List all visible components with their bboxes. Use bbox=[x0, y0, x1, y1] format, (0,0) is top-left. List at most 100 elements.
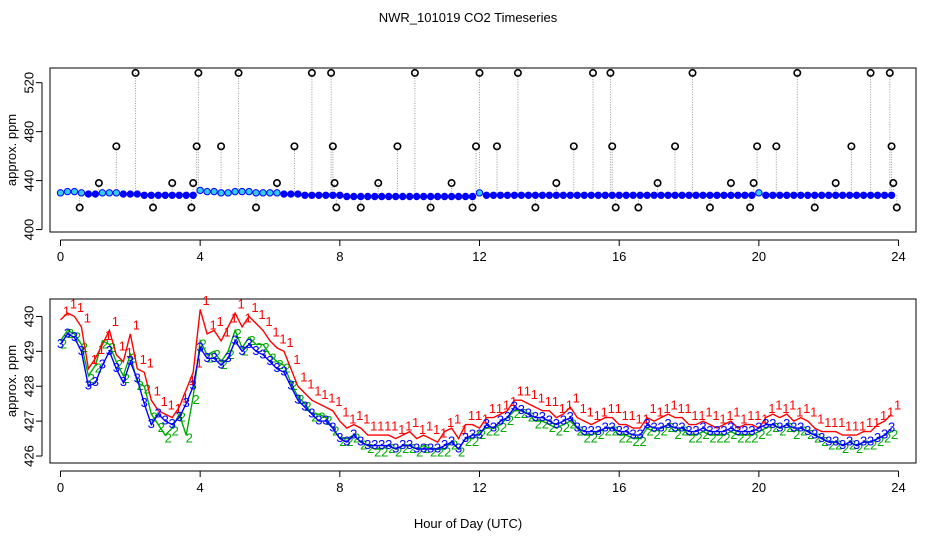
baseline-point bbox=[426, 192, 435, 201]
series-1-marker: 1 bbox=[803, 401, 810, 416]
series-2-marker: 2 bbox=[214, 347, 221, 362]
series-3-marker: 3 bbox=[357, 434, 364, 449]
series-3-marker: 3 bbox=[148, 416, 155, 431]
series-3-marker: 3 bbox=[448, 434, 455, 449]
baseline-point bbox=[685, 191, 693, 199]
series-2-marker: 2 bbox=[765, 424, 772, 439]
spike-point bbox=[290, 142, 299, 151]
baseline-point bbox=[433, 192, 442, 201]
series-2-marker: 2 bbox=[856, 441, 863, 456]
baseline-point bbox=[182, 191, 190, 199]
series-3-marker: 3 bbox=[734, 423, 741, 438]
series-3-marker: 3 bbox=[197, 339, 204, 354]
series-2-marker: 2 bbox=[60, 336, 67, 351]
baseline-point bbox=[147, 191, 155, 199]
baseline-point bbox=[538, 191, 547, 199]
series-2-marker: 2 bbox=[779, 424, 786, 439]
series-1-marker: 1 bbox=[712, 408, 719, 423]
spike-point bbox=[887, 142, 896, 151]
series-3-marker: 3 bbox=[678, 420, 685, 435]
series-2-marker: 2 bbox=[430, 444, 437, 459]
series-2-marker: 2 bbox=[507, 413, 514, 428]
series-3-marker: 3 bbox=[567, 409, 574, 424]
series-2-marker: 2 bbox=[137, 378, 144, 393]
bottom-x-axis: 0 4 8 12 16 20 24 bbox=[57, 470, 906, 495]
series-1-marker: 1 bbox=[545, 394, 552, 409]
series-3-marker: 3 bbox=[609, 420, 616, 435]
y-tick-label: 480 bbox=[21, 121, 36, 143]
baseline-point bbox=[503, 191, 512, 199]
series-3-marker: 3 bbox=[71, 329, 78, 344]
baseline-point bbox=[482, 191, 491, 199]
spike-point bbox=[753, 142, 762, 151]
series-2-marker: 2 bbox=[144, 382, 151, 397]
series-3-marker: 3 bbox=[176, 409, 183, 424]
series-2-marker: 2 bbox=[381, 444, 388, 459]
series-1-marker: 1 bbox=[503, 398, 510, 413]
series-2-marker: 2 bbox=[584, 431, 591, 446]
x-axis-label: Hour of Day (UTC) bbox=[414, 516, 522, 531]
baseline-point bbox=[91, 190, 100, 198]
top-panel: 0 4 8 12 16 20 24 400 440 480 520 approx. ppm bbox=[4, 67, 917, 264]
series-1-marker: 1 bbox=[719, 412, 726, 427]
series-2-marker: 2 bbox=[248, 333, 255, 348]
baseline-point bbox=[56, 189, 65, 197]
baseline-point bbox=[133, 190, 141, 198]
baseline-point bbox=[175, 191, 183, 199]
series-2-marker: 2 bbox=[828, 438, 835, 453]
series-1-marker: 1 bbox=[552, 394, 559, 409]
spike-point bbox=[606, 68, 615, 77]
spike-point bbox=[374, 179, 383, 188]
series-1-marker: 1 bbox=[698, 408, 705, 423]
series-3-marker: 3 bbox=[874, 430, 881, 445]
series-1-marker: 1 bbox=[147, 356, 154, 371]
top-plot-area bbox=[56, 68, 901, 212]
series-2-marker: 2 bbox=[688, 431, 695, 446]
spike-point bbox=[831, 179, 840, 188]
baseline-point bbox=[77, 189, 86, 197]
baseline-point bbox=[748, 191, 756, 199]
baseline-point bbox=[678, 191, 686, 199]
baseline-point bbox=[880, 191, 889, 199]
series-3-marker: 3 bbox=[190, 378, 197, 393]
baseline-point bbox=[734, 191, 742, 199]
series-3-marker: 3 bbox=[581, 423, 588, 438]
series-1-marker: 1 bbox=[636, 412, 643, 427]
series-3-marker: 3 bbox=[336, 430, 343, 445]
series-3-marker: 3 bbox=[287, 378, 294, 393]
series-2-marker: 2 bbox=[633, 434, 640, 449]
baseline-point bbox=[140, 191, 148, 199]
series-1-marker: 1 bbox=[105, 328, 112, 343]
series-1-marker: 1 bbox=[559, 401, 566, 416]
series-1-marker: 1 bbox=[377, 419, 384, 434]
spike-point bbox=[217, 142, 226, 151]
series-2-marker: 2 bbox=[109, 340, 116, 355]
series-1-marker: 1 bbox=[182, 391, 189, 406]
series-3-marker: 3 bbox=[385, 437, 392, 452]
baseline-point bbox=[273, 189, 281, 197]
series-2-marker: 2 bbox=[67, 326, 74, 341]
baseline-point bbox=[98, 189, 107, 197]
series-2-marker: 2 bbox=[842, 441, 849, 456]
baseline-point bbox=[580, 191, 588, 199]
series-3-marker: 3 bbox=[511, 399, 518, 414]
baseline-point bbox=[657, 191, 665, 199]
series-2-marker: 2 bbox=[123, 371, 130, 386]
baseline-point bbox=[831, 191, 840, 199]
baseline-point bbox=[412, 192, 421, 201]
series-2-marker: 2 bbox=[409, 441, 416, 456]
series-3-marker: 3 bbox=[797, 420, 804, 435]
series-3-marker: 3 bbox=[141, 395, 148, 410]
series-2-marker: 2 bbox=[416, 444, 423, 459]
series-1-marker: 1 bbox=[691, 408, 698, 423]
series-3-marker: 3 bbox=[804, 423, 811, 438]
spike-point bbox=[749, 179, 758, 188]
series-3-marker: 3 bbox=[273, 360, 280, 375]
series-1-marker: 1 bbox=[768, 401, 775, 416]
series-3-marker: 3 bbox=[846, 434, 853, 449]
series-2-marker: 2 bbox=[800, 424, 807, 439]
y-tick-label: 427 bbox=[21, 410, 36, 432]
series-3-marker: 3 bbox=[106, 343, 113, 358]
series-3-marker: 3 bbox=[699, 420, 706, 435]
